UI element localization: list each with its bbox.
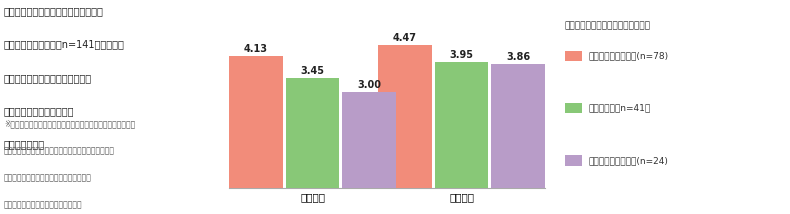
Bar [229, 56, 283, 188]
Text: 変化なない（n=41）: 変化なない（n=41） [589, 104, 651, 113]
Text: 4.47: 4.47 [393, 33, 417, 43]
Text: 各信目は「まったくそうではない」～: 各信目は「まったくそうではない」～ [4, 200, 83, 209]
Text: 4.13: 4.13 [244, 44, 268, 54]
Text: 「自分から周囲に対して支援を求める: 「自分から周囲に対して支援を求める [4, 6, 103, 16]
Text: 職場適応の傾向: 職場適応の傾向 [4, 139, 45, 149]
Text: 「職場の人からの業務上の支援」が: 「職場の人からの業務上の支援」が [565, 21, 651, 30]
Bar [378, 45, 432, 188]
Bar [435, 62, 488, 188]
Text: 3.00: 3.00 [357, 80, 382, 90]
Bar [491, 64, 545, 188]
Text: ※「職務適応」は「自分の力だけで十分に職務ができている」: ※「職務適応」は「自分の力だけで十分に職務ができている」 [4, 120, 135, 129]
Text: うまくやれている」などの項目の平均値: うまくやれている」などの項目の平均値 [4, 173, 92, 182]
Text: 「職場の人からの業務上の支援」: 「職場の人からの業務上の支援」 [4, 73, 92, 83]
Bar [342, 92, 396, 188]
Text: 必要性」が増えた人（n=141）のうち、: 必要性」が増えた人（n=141）のうち、 [4, 40, 125, 50]
Text: 3.86: 3.86 [506, 52, 530, 62]
Text: 増えた・やや増えた(n=78): 増えた・やや増えた(n=78) [589, 51, 668, 60]
Bar [286, 78, 340, 188]
Text: 増減別の現在の職務適応・: 増減別の現在の職務適応・ [4, 106, 74, 116]
Text: 減った・やや減った(n=24): 減った・やや減った(n=24) [589, 156, 668, 165]
Text: 3.45: 3.45 [300, 66, 325, 76]
Text: などの項目の平均値、「職場適応」は「職場の人と: などの項目の平均値、「職場適応」は「職場の人と [4, 147, 115, 156]
Text: 3.95: 3.95 [450, 50, 474, 60]
